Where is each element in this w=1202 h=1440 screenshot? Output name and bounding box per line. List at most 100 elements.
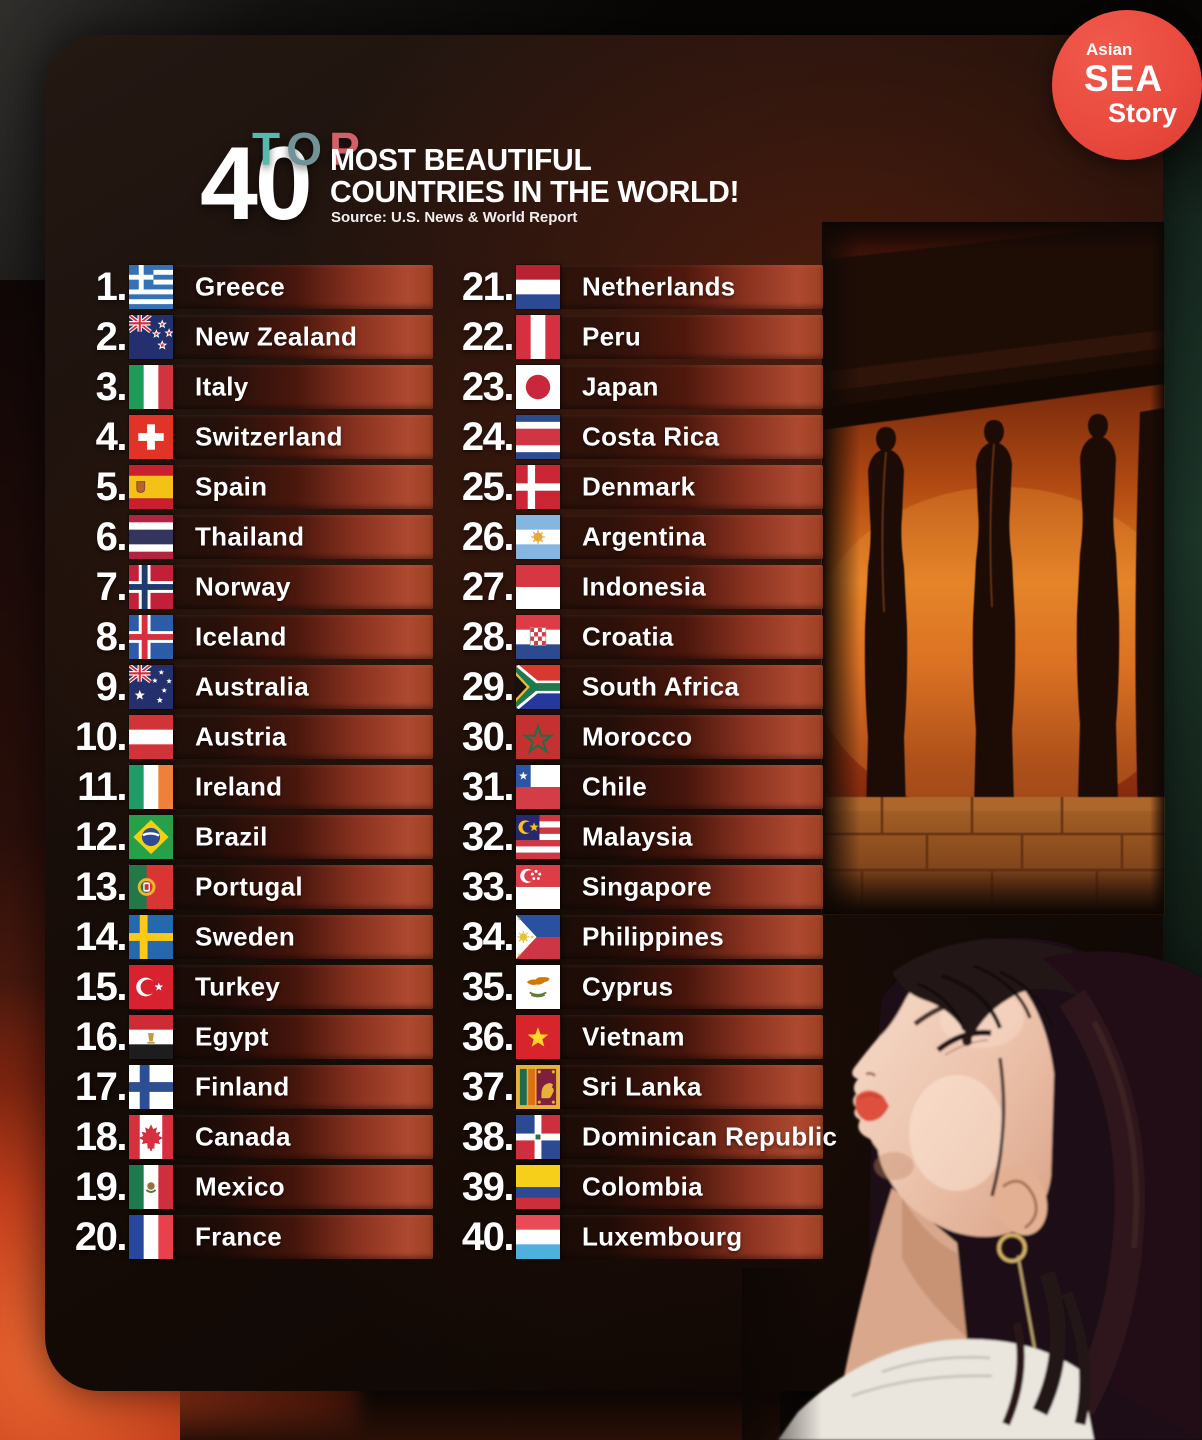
country-bar: Turkey bbox=[129, 965, 433, 1009]
country-bar: Ireland bbox=[129, 765, 433, 809]
country-bar: Sri Lanka bbox=[516, 1065, 823, 1109]
rank-number: 19. bbox=[74, 1165, 128, 1209]
flag-australia-icon bbox=[129, 665, 173, 709]
flag-japan-icon bbox=[516, 365, 560, 409]
big-number: 40 bbox=[200, 126, 313, 242]
title-line-2: COUNTRIES IN THE WORLD! bbox=[330, 174, 740, 209]
flag-switzerland-icon bbox=[129, 415, 173, 459]
ranking-row: 4. Switzerland bbox=[62, 415, 433, 459]
ranking-row: 13. Portugal bbox=[62, 865, 433, 909]
ranking-row: 17. Finland bbox=[62, 1065, 433, 1109]
country-label: Canada bbox=[195, 1121, 291, 1152]
ranking-row: 2. New Zealand bbox=[62, 315, 433, 359]
country-bar: Indonesia bbox=[516, 565, 823, 609]
rank-number: 37. bbox=[461, 1065, 515, 1109]
country-bar: Netherlands bbox=[516, 265, 823, 309]
country-label: Thailand bbox=[195, 521, 305, 552]
ranking-row: 25. Denmark bbox=[449, 465, 823, 509]
rank-number: 30. bbox=[461, 715, 515, 759]
country-label: Finland bbox=[195, 1071, 290, 1102]
country-label: Croatia bbox=[582, 621, 674, 652]
rank-number: 32. bbox=[461, 815, 515, 859]
rank-number: 15. bbox=[74, 965, 128, 1009]
source-credit: Source: U.S. News & World Report bbox=[331, 209, 578, 226]
rank-number: 6. bbox=[95, 515, 128, 559]
country-label: Japan bbox=[582, 371, 659, 402]
country-label: Greece bbox=[195, 271, 285, 302]
flag-norway-icon bbox=[129, 565, 173, 609]
flag-portugal-icon bbox=[129, 865, 173, 909]
flag-thailand-icon bbox=[129, 515, 173, 559]
flag-colombia-icon bbox=[516, 1165, 560, 1209]
rank-number: 35. bbox=[461, 965, 515, 1009]
ranking-row: 27. Indonesia bbox=[449, 565, 823, 609]
ranking-row: 10. Austria bbox=[62, 715, 433, 759]
ranking-row: 20. France bbox=[62, 1215, 433, 1259]
flag-dominican_republic-icon bbox=[516, 1115, 560, 1159]
rank-number: 40. bbox=[461, 1215, 515, 1259]
country-label: Morocco bbox=[582, 721, 693, 752]
flag-costa_rica-icon bbox=[516, 415, 560, 459]
top-label: TOP bbox=[252, 122, 367, 176]
rank-number: 20. bbox=[74, 1215, 128, 1259]
country-label: Dominican Republic bbox=[582, 1121, 838, 1152]
ranking-row: 8. Iceland bbox=[62, 615, 433, 659]
ranking-row: 38. Dominican Republic bbox=[449, 1115, 837, 1159]
country-bar: Sweden bbox=[129, 915, 433, 959]
rank-number: 17. bbox=[74, 1065, 128, 1109]
country-bar: Portugal bbox=[129, 865, 433, 909]
country-bar: Vietnam bbox=[516, 1015, 823, 1059]
country-label: Norway bbox=[195, 571, 291, 602]
country-bar: Austria bbox=[129, 715, 433, 759]
ranking-row: 16. Egypt bbox=[62, 1015, 433, 1059]
rank-number: 10. bbox=[74, 715, 128, 759]
country-bar: Canada bbox=[129, 1115, 433, 1159]
flag-malaysia-icon bbox=[516, 815, 560, 859]
ranking-row: 19. Mexico bbox=[62, 1165, 433, 1209]
country-label: Italy bbox=[195, 371, 249, 402]
rank-number: 24. bbox=[461, 415, 515, 459]
country-bar: Chile bbox=[516, 765, 823, 809]
country-bar: Luxembourg bbox=[516, 1215, 823, 1259]
logo-line-asian: Asian bbox=[1086, 40, 1133, 60]
country-label: Philippines bbox=[582, 921, 724, 952]
country-bar: Egypt bbox=[129, 1015, 433, 1059]
rank-number: 36. bbox=[461, 1015, 515, 1059]
ranking-column-2: 21. Netherlands 22. Peru 23. Japan bbox=[449, 265, 837, 1265]
country-label: Portugal bbox=[195, 871, 303, 902]
ranking-row: 9. Australia bbox=[62, 665, 433, 709]
country-label: Peru bbox=[582, 321, 642, 352]
rank-number: 38. bbox=[461, 1115, 515, 1159]
country-bar: Italy bbox=[129, 365, 433, 409]
ranking-row: 3. Italy bbox=[62, 365, 433, 409]
country-bar: Switzerland bbox=[129, 415, 433, 459]
caryatids-illustration bbox=[822, 222, 1164, 914]
rank-number: 1. bbox=[95, 265, 128, 309]
country-bar: Cyprus bbox=[516, 965, 823, 1009]
ranking-row: 21. Netherlands bbox=[449, 265, 823, 309]
country-bar: South Africa bbox=[516, 665, 823, 709]
ranking-row: 11. Ireland bbox=[62, 765, 433, 809]
ranking-row: 24. Costa Rica bbox=[449, 415, 823, 459]
country-label: Sri Lanka bbox=[582, 1071, 702, 1102]
country-bar: France bbox=[129, 1215, 433, 1259]
rank-number: 22. bbox=[461, 315, 515, 359]
rank-number: 3. bbox=[95, 365, 128, 409]
flag-egypt-icon bbox=[129, 1015, 173, 1059]
ranking-row: 33. Singapore bbox=[449, 865, 823, 909]
rank-number: 25. bbox=[461, 465, 515, 509]
country-label: Austria bbox=[195, 721, 287, 752]
country-bar: Greece bbox=[129, 265, 433, 309]
country-bar: Iceland bbox=[129, 615, 433, 659]
logo-line-sea: SEA bbox=[1084, 58, 1164, 100]
flag-brazil-icon bbox=[129, 815, 173, 859]
country-bar: Denmark bbox=[516, 465, 823, 509]
flag-indonesia-icon bbox=[516, 565, 560, 609]
country-bar: Peru bbox=[516, 315, 823, 359]
country-bar: Finland bbox=[129, 1065, 433, 1109]
country-label: Chile bbox=[582, 771, 648, 802]
flag-france-icon bbox=[129, 1215, 173, 1259]
flag-sweden-icon bbox=[129, 915, 173, 959]
flag-chile-icon bbox=[516, 765, 560, 809]
